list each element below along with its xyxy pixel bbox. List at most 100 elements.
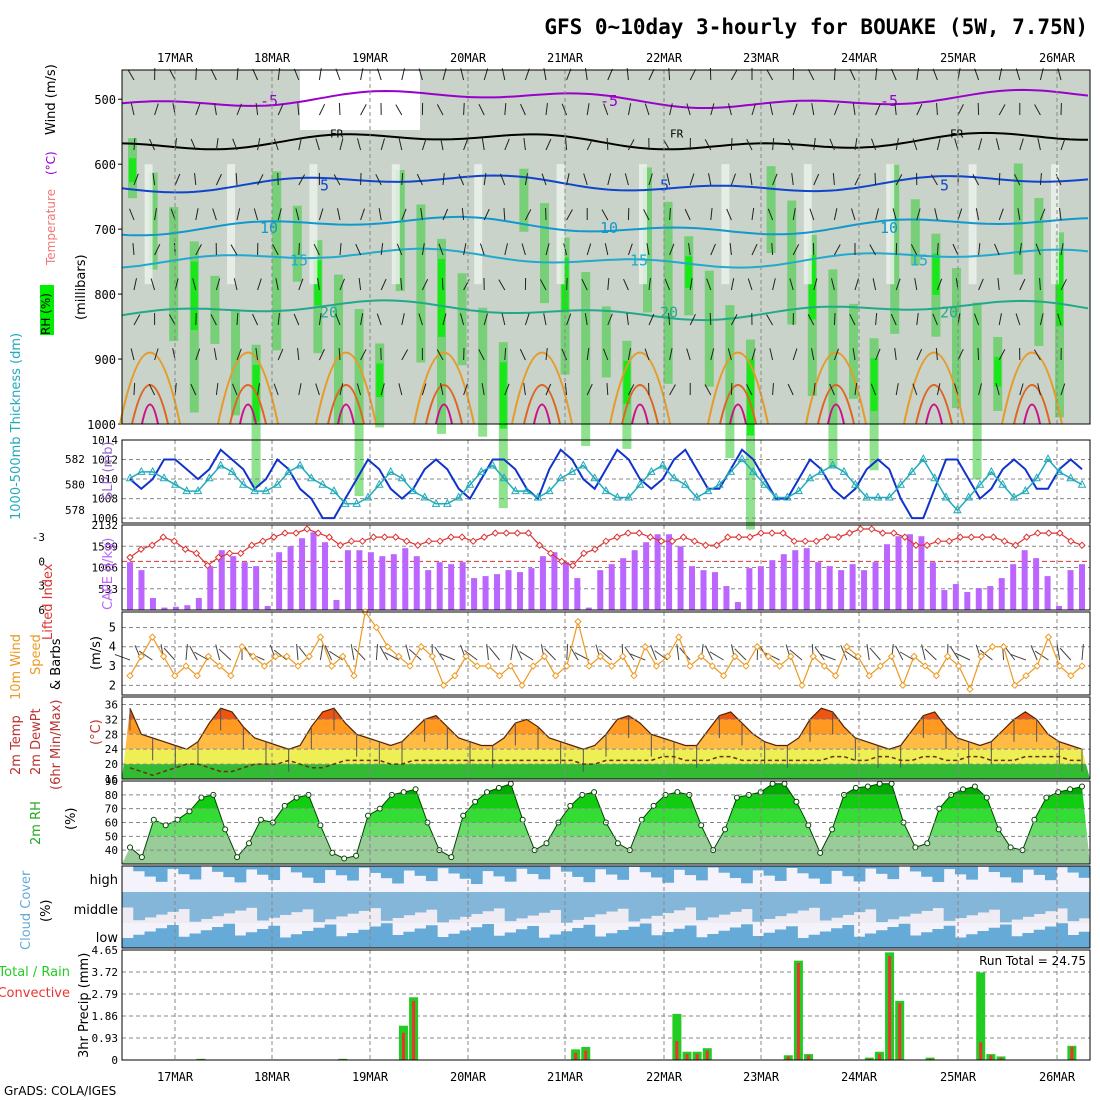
wind-barb [1037,138,1041,151]
middle-cloud-bar [380,892,393,921]
rh-point [876,780,883,787]
cape-bar [746,568,753,610]
isotherm-label: 20 [320,303,338,321]
wind-speed-point [831,671,840,680]
total-precip-bar [976,972,986,1060]
wind-barb [566,173,570,186]
li-point [978,533,987,541]
middle-cloud-bar [560,892,573,923]
isotherm-20 [121,299,1089,322]
rh-saturated-band [747,359,754,436]
wind-speed-point [339,652,347,661]
rh-point [186,808,193,815]
rh-point [924,840,931,847]
wind-barb [401,172,404,186]
wind-barb [1060,243,1064,256]
thickness-point [442,498,452,507]
high-cloud-bar [527,866,539,875]
wind-speed-point [742,662,750,670]
cape-bar [815,562,822,610]
wind-barb-10m [895,645,904,661]
thickness-point [397,473,407,482]
wind-barb [792,208,796,221]
high-cloud-bar [617,866,630,880]
isotherm-30 [1013,384,1051,425]
temp2m-axis-label: (6hr Min/Max) [49,700,64,790]
thickness-point [612,492,622,501]
wind-speed-point [798,681,806,690]
wind-barb [335,313,341,326]
rh-moist-band [643,167,652,313]
wind-barb [648,173,653,186]
rh-label: RH (%) [39,293,53,335]
middle-cloud-bar [707,892,720,918]
li-point [137,545,145,553]
wind-barb [298,138,302,151]
li-point [657,537,666,545]
wind-barb [195,244,202,256]
thickness-point [499,473,509,482]
high-cloud-bar [392,866,404,884]
wind-barb [1060,279,1067,291]
wind-barb [813,173,820,186]
date-tick-top: 22MAR [646,51,683,65]
thickness-point [204,473,214,482]
wind-barb-10m [869,647,881,661]
cape-bar [666,534,673,610]
wind-barb [442,208,449,221]
date-tick-top: 24MAR [841,51,878,65]
wind-barb [813,138,816,151]
cape-bar [562,562,569,610]
li-point [668,537,677,545]
high-cloud-bar [493,866,506,877]
wind-barb [601,209,609,221]
rh-moist-band [725,305,735,459]
middle-cloud-bar [358,892,371,911]
rh-moist-band [169,207,179,342]
thickness-point [216,460,226,469]
low-cloud-bar [1078,931,1091,948]
wind-barb [772,278,776,291]
date-tick-bottom: 25MAR [940,1070,977,1084]
rh-moist-band [828,269,838,468]
high-cloud-bar [167,866,179,869]
wind-barb [252,68,259,81]
wind-barb [704,384,712,396]
wind-speed-point [1044,633,1053,641]
wind-barb [297,103,300,116]
li-point [912,541,920,549]
rh-moist-band [890,164,900,334]
convective-precip-bar [574,1052,578,1060]
wind-barb [210,314,217,326]
middle-cloud-bar [966,892,978,916]
wind-speed-point [809,652,817,661]
wind-barb [669,243,675,256]
wind-barb [627,139,635,151]
thickness-point [839,466,849,475]
li-point [580,549,588,558]
wind-speed-point [999,643,1008,651]
thickness-point [952,505,962,514]
high-cloud-bar [257,866,269,875]
wind-barb [854,138,858,151]
wind-barb [335,68,341,81]
thickness-tick: 580 [65,479,85,492]
cape-bar [436,562,443,610]
wind-barb [747,278,753,291]
rh-saturated-band [499,362,507,429]
wind-barb [606,137,609,151]
convective-precip-bar [888,955,892,1060]
rh-tick: 40 [105,844,118,857]
wind-barb [648,278,651,291]
wind-barb [772,138,775,151]
rh-point [127,844,133,851]
middle-cloud-bar [628,892,641,922]
wind-barb [730,69,738,81]
cape-bar [838,570,845,610]
wind-barb [772,173,778,186]
high-cloud-bar [696,866,708,881]
wind-barb [998,313,1002,326]
rh-point [317,822,324,829]
middle-cloud-bar [1056,892,1068,909]
wind-barb [978,243,981,256]
